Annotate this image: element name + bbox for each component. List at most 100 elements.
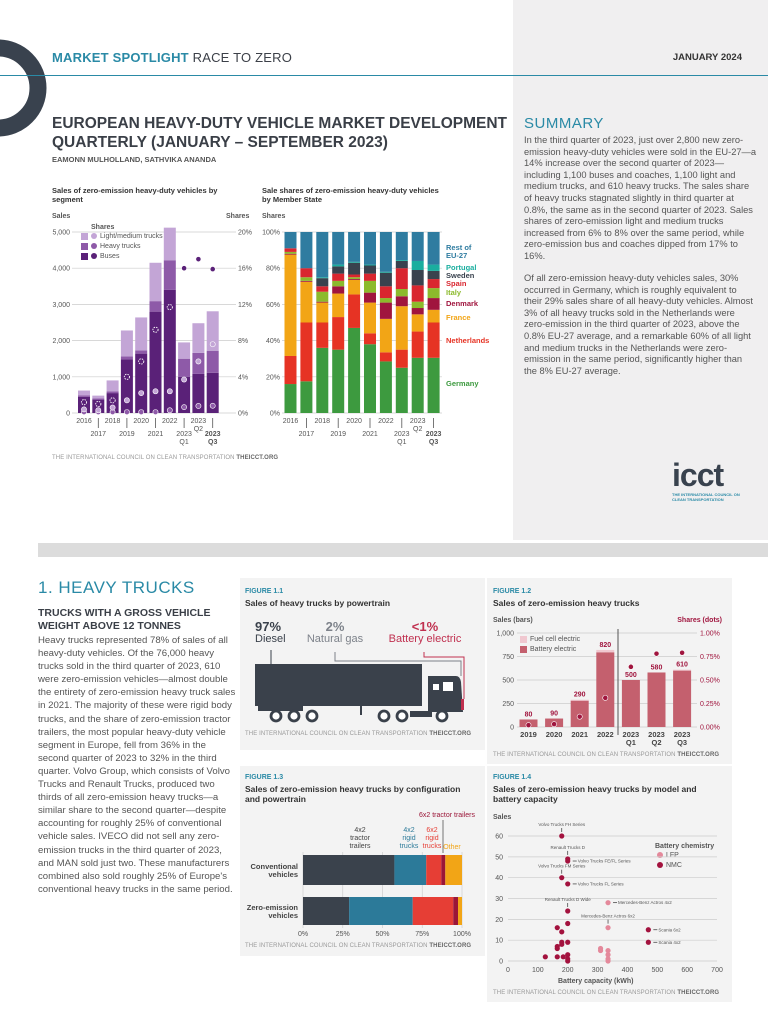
bar-segment-france	[284, 254, 297, 356]
share-dot-light-medium-trucks	[166, 388, 173, 395]
tick-label: 2021	[362, 431, 378, 438]
page-title: EUROPEAN HEAVY-DUTY VEHICLE MARKET DEVEL…	[52, 114, 512, 152]
bar-segment-rest-of-eu-27	[364, 232, 376, 265]
share-dot-buses	[166, 304, 173, 311]
kicker-rest: RACE TO ZERO	[192, 50, 293, 65]
bar-buses	[163, 289, 176, 413]
bar-light-medium-trucks	[206, 311, 219, 351]
bar-segment-portugal	[395, 260, 408, 261]
summary-paragraph-1: In the third quarter of 2023, just over …	[524, 135, 757, 261]
bar-segment-rest-of-eu-27	[300, 232, 313, 269]
bar-segment-germany	[395, 367, 408, 413]
bar-segment-spain	[300, 268, 313, 278]
bar-segment-portugal	[364, 264, 376, 266]
share-dot-light-medium-trucks	[124, 397, 130, 404]
legend-battery-electric: Battery electric	[520, 644, 580, 654]
bar-heavy-trucks	[135, 350, 148, 354]
tick-label: 0%	[238, 411, 248, 418]
bar-segment-denmark	[316, 301, 329, 303]
share-dot-light-medium-trucks	[181, 376, 187, 383]
share-dot-buses	[80, 399, 88, 406]
legend-germany: Germany	[446, 379, 479, 388]
tick-label: 2020	[346, 418, 362, 425]
figure-1-3-title: Sales of zero-emission heavy trucks by c…	[245, 784, 461, 804]
bar-segment-germany	[364, 344, 376, 413]
bar-segment-denmark	[411, 308, 424, 315]
bar-light-medium-trucks	[106, 380, 119, 392]
credit-top: THE INTERNATIONAL COUNCIL ON CLEAN TRANS…	[52, 455, 279, 461]
chart-member-state-title: Sale shares of zero-emission heavy-duty …	[262, 186, 439, 204]
tick-label: 2018	[315, 418, 331, 425]
bar-segment-germany	[316, 347, 329, 413]
bar-heavy-trucks	[178, 358, 191, 377]
figure-1-2-label: FIGURE 1.2	[493, 588, 532, 595]
section-body: Heavy trucks represented 78% of sales of…	[38, 635, 236, 895]
figure-1-3-label: FIGURE 1.3	[245, 774, 284, 781]
tick-label: 2016	[76, 418, 92, 425]
bar-segment-spain	[284, 248, 297, 252]
brand-arc-icon	[0, 39, 47, 137]
kicker-bold: MARKET SPOTLIGHT	[52, 50, 189, 65]
bar-segment-portugal	[348, 261, 361, 263]
bar-segment-italy	[316, 291, 329, 302]
figure-1-4-ylabel: Sales	[493, 814, 512, 821]
bar-segment-spain	[427, 279, 440, 289]
bar-segment-portugal	[411, 260, 424, 271]
bar-heavy-trucks	[92, 398, 105, 400]
tick-label: 20%	[238, 230, 252, 237]
share-dot-heavy-trucks	[181, 404, 187, 411]
tick-label: 2023 Q1	[394, 431, 410, 446]
bar-segment-denmark	[427, 298, 440, 310]
chart-segment-legend: Shares Light/medium trucks Heavy trucks …	[78, 222, 166, 263]
bar-segment-sweden	[364, 265, 376, 274]
bar-segment-sweden	[316, 278, 329, 287]
bar-segment-sweden	[332, 266, 345, 274]
bar-light-medium-trucks	[149, 262, 162, 302]
bar-light-medium-trucks	[120, 330, 133, 357]
share-dot-light-medium-trucks	[109, 404, 116, 411]
tick-label: 0	[66, 411, 70, 418]
bar-heavy-trucks	[78, 395, 90, 397]
share-dot-buses	[109, 397, 116, 404]
bar-segment-germany	[284, 384, 297, 413]
bar-heavy-trucks	[149, 301, 162, 312]
share-dot-buses	[138, 358, 145, 365]
bar-segment-denmark	[395, 296, 408, 307]
bar-heavy-trucks	[120, 356, 133, 360]
icct-logo: icct THE INTERNATIONAL COUNCIL ON CLEAN …	[672, 458, 746, 502]
share-dot-heavy-trucks	[138, 409, 145, 415]
figure-1-1-title: Sales of heavy trucks by powertrain	[245, 598, 391, 608]
summary-sidebar-bg	[513, 0, 768, 540]
credit-fig-1-4: THE INTERNATIONAL COUNCIL ON CLEAN TRANS…	[493, 990, 720, 996]
share-dot-heavy-trucks	[109, 409, 116, 415]
bar-segment-france	[332, 293, 345, 318]
bar-segment-netherlands	[427, 322, 440, 358]
bar-buses	[149, 311, 162, 413]
bar-buses	[135, 353, 148, 413]
bar-segment-germany	[300, 381, 313, 413]
bar-segment-denmark	[300, 280, 313, 282]
bar-segment-rest-of-eu-27	[316, 232, 329, 278]
bar-segment-netherlands	[300, 322, 313, 382]
share-dot-light-medium-trucks	[81, 406, 87, 413]
share-dot-light-medium-trucks	[95, 407, 102, 414]
legend-title: Shares	[91, 224, 115, 231]
tick-label: 2017	[299, 431, 315, 438]
bar-segment-denmark	[284, 253, 297, 255]
bar-heavy-trucks	[192, 352, 205, 374]
tick-label: 100%	[262, 230, 280, 237]
bar-segment-spain	[411, 285, 424, 302]
tick-label: 2018	[105, 418, 121, 425]
tick-label: 2017	[91, 431, 107, 438]
bar-buses	[192, 373, 205, 413]
tick-label: 80%	[266, 266, 280, 273]
bar-segment-sweden	[395, 260, 408, 269]
bar-segment-italy	[364, 280, 376, 293]
bar-segment-germany	[348, 327, 361, 413]
section-heading: 1. HEAVY TRUCKS	[38, 578, 195, 597]
figure-1-4-legend: Battery chemistry LFP NMC	[655, 843, 714, 870]
bar-segment-rest-of-eu-27	[395, 232, 408, 261]
bar-buses	[206, 372, 219, 413]
figure-1-2-y2label: Shares (dots)	[677, 617, 722, 624]
legend-portugal: Portugal	[446, 263, 476, 272]
